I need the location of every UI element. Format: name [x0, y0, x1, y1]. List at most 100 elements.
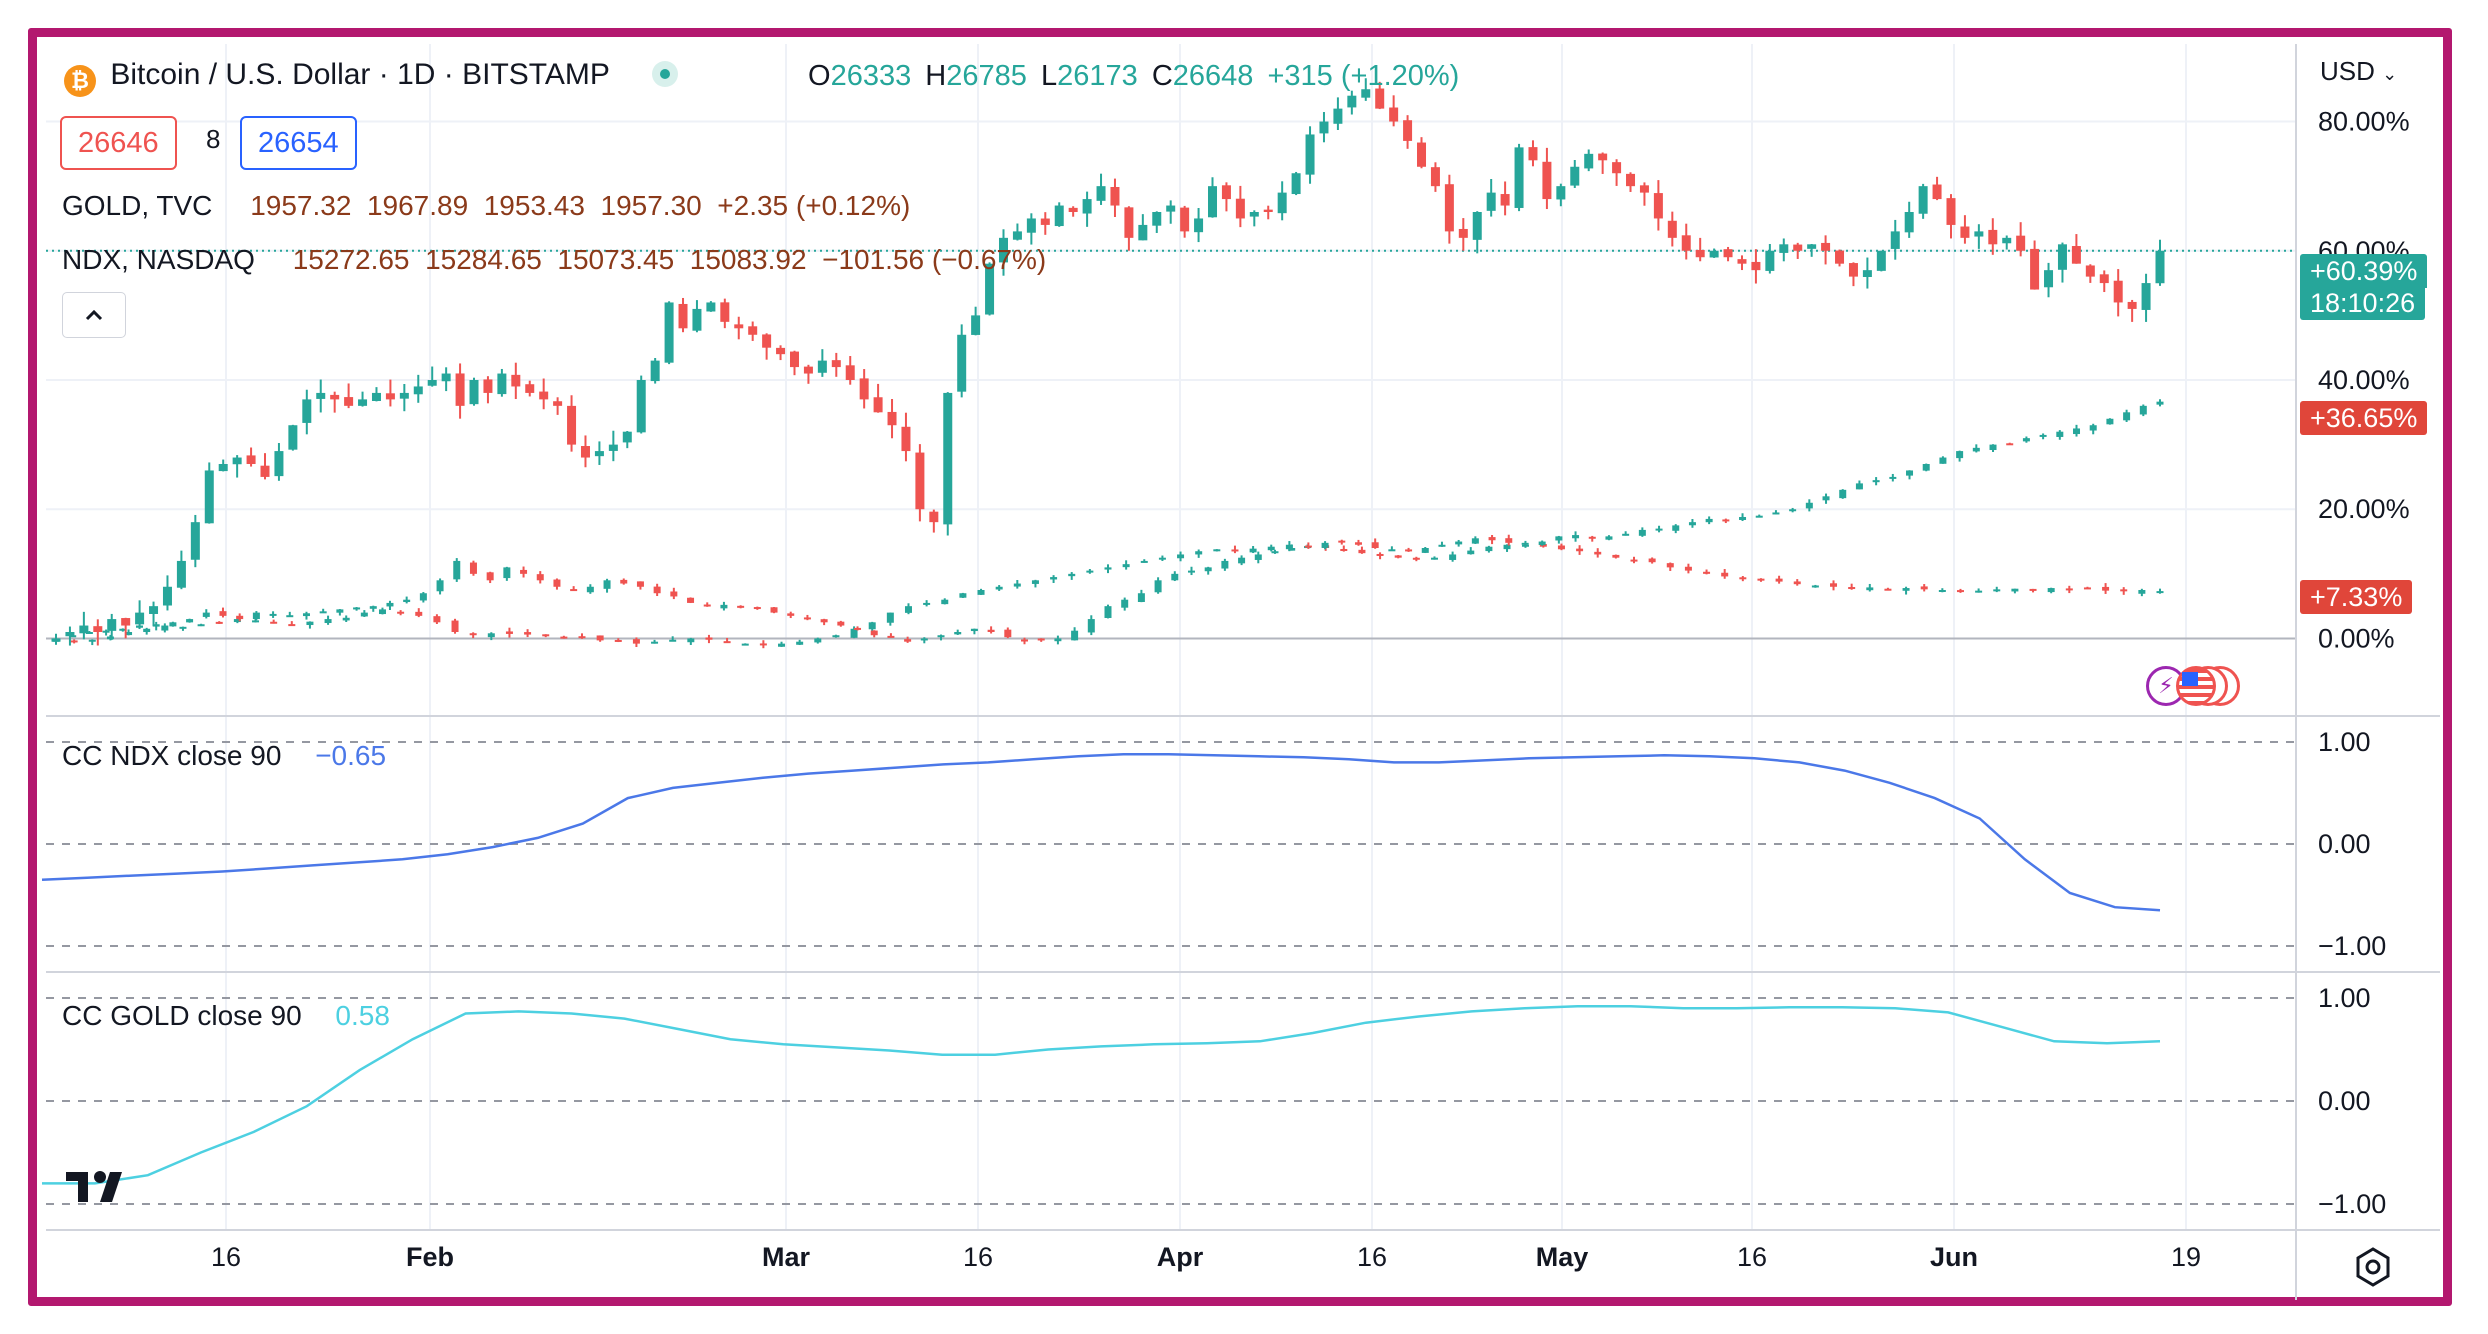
candle-body	[1444, 184, 1454, 232]
candle-body	[1449, 554, 1457, 560]
candle-body	[1807, 244, 1817, 249]
candle-body	[1403, 120, 1413, 141]
candle-body	[190, 522, 200, 560]
candle-body	[1588, 536, 1596, 539]
candle-body	[441, 373, 451, 382]
x-tick-label: 16	[1357, 1242, 1387, 1272]
candle-body	[1166, 205, 1176, 212]
candle-body	[1304, 545, 1312, 548]
indicator-gold-value: 0.58	[335, 1000, 390, 1031]
candle-body	[270, 621, 278, 624]
y-tick-label: 40.00%	[2318, 365, 2410, 395]
indicator-ndx-legend[interactable]: CC NDX close 90 −0.65	[62, 740, 386, 772]
currency-selector[interactable]: USD ⌄	[2320, 56, 2397, 87]
candle-body	[1263, 209, 1273, 212]
us-flag-icon[interactable]	[2176, 666, 2216, 706]
candle-body	[369, 606, 377, 609]
candle-body	[524, 632, 532, 635]
candle-body	[778, 643, 786, 647]
candle-body	[1598, 153, 1608, 161]
candle-body	[1152, 212, 1162, 226]
candle-body	[1138, 224, 1148, 241]
candle-body	[1238, 557, 1246, 564]
candle-body	[608, 444, 618, 451]
candle-body	[2156, 591, 2164, 594]
candle-body	[1557, 545, 1565, 550]
candle-body	[539, 391, 549, 400]
candle-body	[2022, 438, 2030, 442]
candle-body	[1765, 250, 1775, 271]
candle-body	[1539, 543, 1547, 547]
candle-body	[106, 636, 114, 640]
candle-body	[1271, 551, 1279, 554]
candle-body	[1177, 554, 1185, 559]
candle-body	[2106, 418, 2114, 425]
candle-body	[2044, 270, 2054, 288]
candle-body	[413, 386, 423, 395]
candle-body	[1639, 185, 1649, 193]
candle-body	[125, 632, 133, 636]
symbol-title: Bitcoin / U.S. Dollar · 1D · BITSTAMP	[110, 58, 610, 91]
candle-body	[632, 639, 640, 644]
candle-body	[169, 622, 177, 627]
x-tick-label: Apr	[1157, 1242, 1204, 1272]
sell-button[interactable]: 26646	[60, 116, 177, 170]
buy-button[interactable]: 26654	[240, 116, 357, 170]
candle-body	[1087, 619, 1095, 633]
candle-body	[358, 399, 368, 406]
candle-body	[1594, 551, 1602, 555]
bitcoin-icon: ₿	[64, 65, 96, 97]
x-tick-label: 16	[963, 1242, 993, 1272]
x-tick-label: Mar	[762, 1242, 811, 1272]
candle-body	[483, 379, 493, 393]
candle-body	[260, 465, 270, 477]
candle-body	[1626, 173, 1636, 187]
candle-body	[70, 640, 78, 643]
candle-body	[252, 620, 260, 623]
candle-body	[149, 606, 159, 614]
candle-body	[1538, 541, 1546, 545]
candle-body	[620, 579, 628, 584]
candle-body	[995, 586, 1003, 590]
candle-body	[451, 620, 459, 632]
candle-body	[1956, 590, 1964, 593]
indicator-gold-legend[interactable]: CC GOLD close 90 0.58	[62, 1000, 390, 1032]
candle-body	[107, 619, 117, 631]
candle-body	[1890, 231, 1900, 249]
candle-body	[837, 621, 845, 626]
candle-body	[941, 599, 949, 605]
settings-button[interactable]	[2352, 1246, 2394, 1288]
candle-body	[651, 641, 659, 644]
candle-body	[497, 373, 507, 395]
candle-body	[723, 641, 731, 644]
candle-body	[453, 560, 461, 580]
candle-body	[803, 366, 813, 374]
symbol-header[interactable]: ₿ Bitcoin / U.S. Dollar · 1D · BITSTAMP	[64, 58, 678, 97]
candle-body	[580, 446, 590, 458]
candle-body	[1703, 571, 1711, 574]
candle-body	[386, 602, 394, 607]
candle-body	[2039, 434, 2047, 437]
candle-body	[1612, 162, 1622, 174]
overlay-gold-values: 1957.32 1967.89 1953.43 1957.30 +2.35 (+…	[250, 190, 911, 221]
candle-body	[1974, 231, 1984, 237]
market-status-icon	[651, 61, 678, 87]
overlay-ndx-legend[interactable]: NDX, NASDAQ 15272.65 15284.65 15073.45 1…	[62, 244, 1046, 276]
candle-body	[1938, 590, 1946, 592]
candle-body	[2099, 274, 2109, 284]
candle-body	[1249, 548, 1257, 553]
change-value: +315 (+1.20%)	[1267, 60, 1460, 92]
overlay-gold-legend[interactable]: GOLD, TVC 1957.32 1967.89 1953.43 1957.3…	[62, 190, 910, 222]
candle-body	[1140, 560, 1148, 563]
candle-body	[1249, 212, 1259, 217]
candle-body	[886, 612, 894, 623]
candle-body	[1739, 516, 1747, 520]
candle-body	[330, 394, 340, 400]
candle-body	[1122, 564, 1130, 568]
candle-body	[1340, 549, 1348, 552]
candle-body	[1705, 518, 1713, 523]
candle-body	[954, 632, 962, 635]
collapse-legend-button[interactable]	[62, 292, 126, 338]
candle-body	[1612, 554, 1620, 558]
